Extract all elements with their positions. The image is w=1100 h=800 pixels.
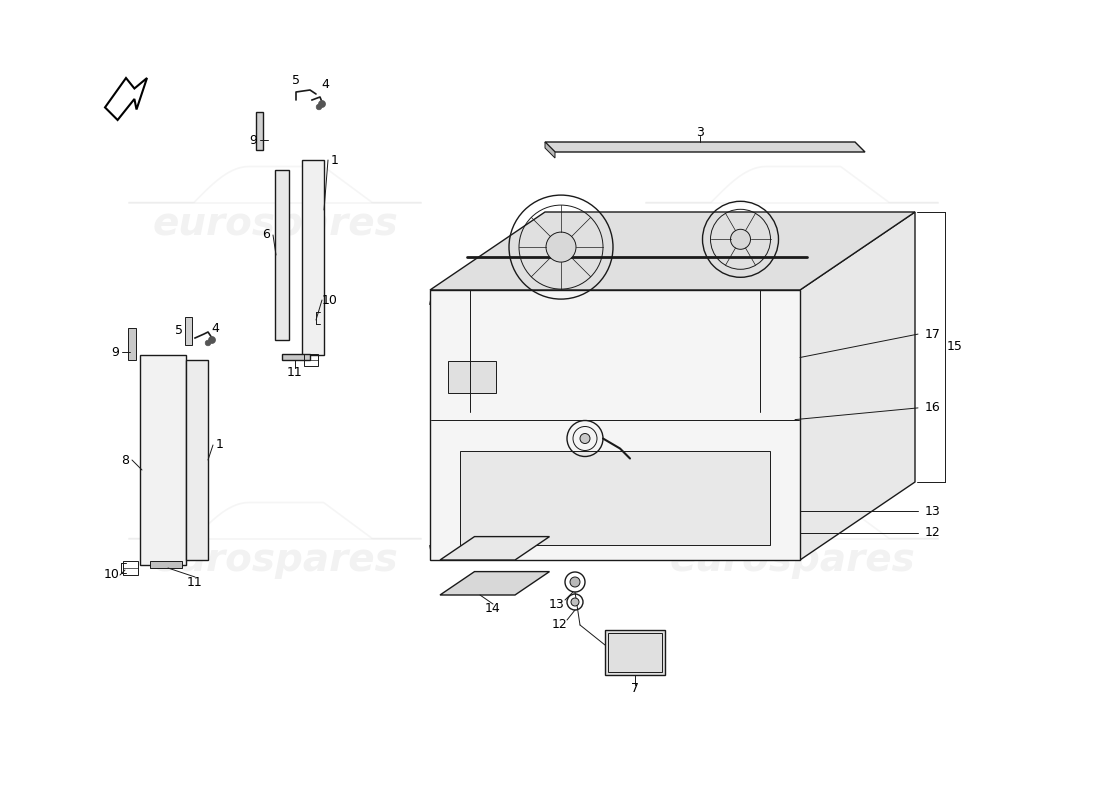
Circle shape	[571, 598, 579, 606]
Text: 14: 14	[485, 602, 501, 614]
Text: eurospares: eurospares	[152, 205, 398, 243]
Circle shape	[570, 577, 580, 587]
Text: 1: 1	[216, 438, 224, 451]
Polygon shape	[302, 160, 324, 355]
Text: 6: 6	[262, 229, 270, 242]
Text: 12: 12	[552, 618, 568, 630]
Text: 15: 15	[947, 341, 962, 354]
Bar	[123, 561, 138, 575]
Text: 9: 9	[111, 346, 119, 358]
Bar	[608, 633, 662, 672]
Polygon shape	[430, 212, 915, 290]
Polygon shape	[440, 571, 550, 595]
Circle shape	[209, 337, 216, 343]
Bar	[304, 354, 318, 366]
Text: eurospares: eurospares	[669, 541, 915, 579]
Bar	[128, 328, 136, 360]
Polygon shape	[430, 290, 800, 560]
Text: 4: 4	[211, 322, 219, 334]
Circle shape	[546, 232, 576, 262]
Polygon shape	[544, 142, 556, 158]
Bar	[185, 317, 192, 345]
Bar	[150, 561, 182, 568]
Circle shape	[730, 230, 750, 250]
Text: 10: 10	[104, 569, 120, 582]
Circle shape	[580, 434, 590, 443]
Text: 17: 17	[925, 328, 940, 341]
Text: 5: 5	[175, 323, 183, 337]
Text: 13: 13	[549, 598, 565, 610]
Bar	[256, 112, 263, 150]
Polygon shape	[140, 355, 186, 565]
Text: 11: 11	[287, 366, 303, 378]
Polygon shape	[186, 360, 208, 560]
Text: 13: 13	[925, 505, 940, 518]
Polygon shape	[800, 212, 915, 560]
Circle shape	[206, 340, 211, 346]
Text: 10: 10	[322, 294, 338, 306]
Bar	[460, 450, 770, 545]
Polygon shape	[544, 142, 865, 152]
Text: 9: 9	[249, 134, 257, 146]
Text: eurospares: eurospares	[669, 205, 915, 243]
Polygon shape	[440, 537, 550, 560]
Text: 1: 1	[331, 154, 339, 166]
Text: 11: 11	[187, 575, 202, 589]
Text: eurospares: eurospares	[152, 541, 398, 579]
Bar	[605, 630, 665, 675]
Text: 8: 8	[121, 454, 129, 466]
Bar	[448, 361, 496, 393]
Text: 7: 7	[631, 682, 639, 695]
Text: 16: 16	[925, 402, 940, 414]
Polygon shape	[275, 170, 289, 340]
Bar	[282, 354, 310, 360]
Text: 4: 4	[321, 78, 329, 91]
Circle shape	[319, 101, 326, 107]
Text: 5: 5	[292, 74, 300, 86]
Circle shape	[316, 104, 322, 110]
Text: 3: 3	[696, 126, 704, 138]
Text: 12: 12	[925, 526, 940, 539]
